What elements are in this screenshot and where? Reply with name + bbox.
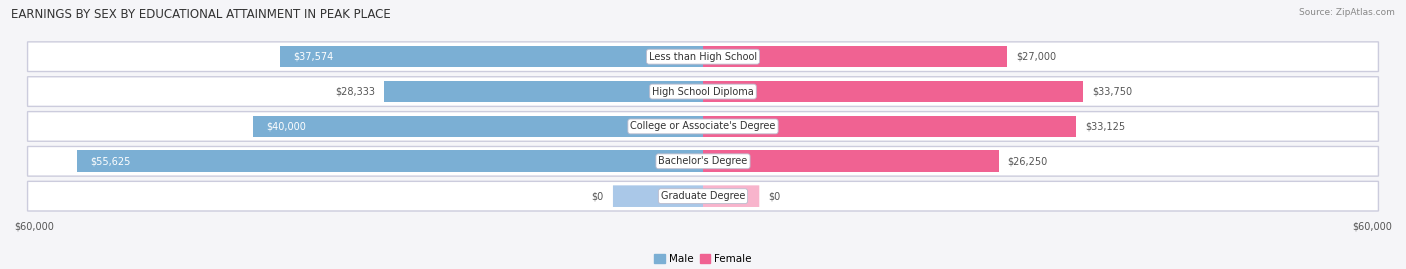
Bar <box>703 81 1083 102</box>
Text: $27,000: $27,000 <box>1017 52 1056 62</box>
FancyBboxPatch shape <box>613 185 703 207</box>
Bar <box>703 46 1007 68</box>
Text: $0: $0 <box>768 191 780 201</box>
Text: $0: $0 <box>592 191 605 201</box>
Text: $37,574: $37,574 <box>294 52 333 62</box>
Bar <box>384 81 703 102</box>
Text: $33,750: $33,750 <box>1092 87 1132 97</box>
FancyBboxPatch shape <box>703 185 759 207</box>
Legend: Male, Female: Male, Female <box>650 250 756 268</box>
Text: Less than High School: Less than High School <box>650 52 756 62</box>
FancyBboxPatch shape <box>28 147 1378 176</box>
Text: High School Diploma: High School Diploma <box>652 87 754 97</box>
Text: Bachelor's Degree: Bachelor's Degree <box>658 156 748 166</box>
Text: $40,000: $40,000 <box>266 121 307 132</box>
Text: Graduate Degree: Graduate Degree <box>661 191 745 201</box>
Text: $60,000: $60,000 <box>14 221 53 231</box>
FancyBboxPatch shape <box>28 181 1378 211</box>
Text: College or Associate's Degree: College or Associate's Degree <box>630 121 776 132</box>
FancyBboxPatch shape <box>28 77 1378 106</box>
Bar <box>253 116 703 137</box>
Text: EARNINGS BY SEX BY EDUCATIONAL ATTAINMENT IN PEAK PLACE: EARNINGS BY SEX BY EDUCATIONAL ATTAINMEN… <box>11 8 391 21</box>
Text: $55,625: $55,625 <box>90 156 131 166</box>
Bar <box>280 46 703 68</box>
Text: $33,125: $33,125 <box>1085 121 1125 132</box>
Bar <box>703 116 1076 137</box>
Bar <box>77 150 703 172</box>
Text: $60,000: $60,000 <box>1353 221 1392 231</box>
Text: $28,333: $28,333 <box>335 87 375 97</box>
Bar <box>703 150 998 172</box>
Text: $26,250: $26,250 <box>1008 156 1047 166</box>
Text: Source: ZipAtlas.com: Source: ZipAtlas.com <box>1299 8 1395 17</box>
FancyBboxPatch shape <box>28 112 1378 141</box>
FancyBboxPatch shape <box>28 42 1378 72</box>
